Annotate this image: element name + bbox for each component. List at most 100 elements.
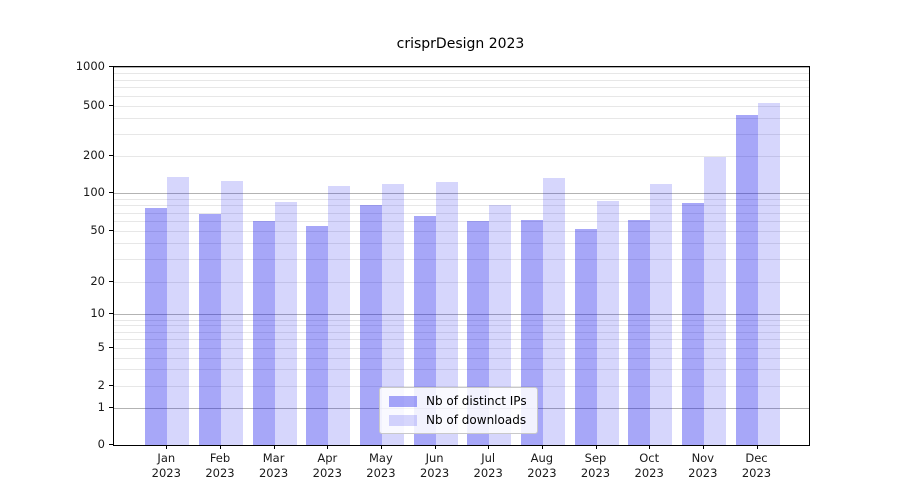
legend-label-distinct-ips: Nb of distinct IPs <box>426 394 527 408</box>
x-tick-mark <box>327 445 329 449</box>
gridline-minor <box>114 118 809 120</box>
y-tick-mark <box>109 385 113 386</box>
gridline-minor <box>114 281 809 283</box>
gridline-minor <box>114 339 809 341</box>
y-tick-label: 50 <box>90 223 105 237</box>
x-tick-label: Jul 2023 <box>473 451 503 480</box>
x-tick-mark <box>434 445 436 449</box>
y-tick-label: 1000 <box>75 59 105 73</box>
x-tick-label: May 2023 <box>366 451 396 480</box>
y-tick-mark <box>109 313 113 315</box>
gridline-minor <box>114 95 809 97</box>
gridline-minor <box>114 319 809 321</box>
plot-area: Nb of distinct IPs Nb of downloads <box>113 66 810 446</box>
gridline-minor <box>114 243 809 245</box>
gridline-minor <box>114 87 809 89</box>
gridline-minor <box>114 231 809 232</box>
gridline-minor <box>114 205 809 207</box>
legend: Nb of distinct IPs Nb of downloads <box>379 387 538 434</box>
gridline-minor <box>114 72 809 74</box>
gridline-minor <box>114 259 809 261</box>
x-tick-mark <box>541 445 543 449</box>
y-tick-label: 2 <box>97 378 105 392</box>
legend-label-downloads: Nb of downloads <box>426 413 527 427</box>
bar-distinct-ips-nov <box>681 203 704 445</box>
gridline-minor <box>114 325 809 327</box>
bar-downloads-jan <box>167 176 190 445</box>
x-tick-label: Feb 2023 <box>205 451 235 480</box>
y-tick-label: 5 <box>97 340 105 355</box>
x-tick-mark <box>488 445 490 449</box>
gridline-minor <box>114 369 809 371</box>
y-tick-mark <box>109 280 113 282</box>
bar-downloads-jun <box>435 181 458 445</box>
x-tick-mark <box>649 445 651 449</box>
bar-downloads-may <box>381 183 404 445</box>
y-tick-mark <box>109 406 113 408</box>
bar-distinct-ips-may <box>359 205 382 445</box>
y-tick-mark <box>109 444 113 445</box>
x-tick-mark <box>595 445 597 449</box>
x-tick-label: Apr 2023 <box>312 451 342 480</box>
gridline-minor <box>114 106 809 107</box>
gridline-minor <box>114 348 809 350</box>
x-tick-mark <box>166 445 168 449</box>
x-tick-label: Dec 2023 <box>741 451 772 480</box>
gridline-minor <box>114 212 809 214</box>
y-tick-label: 200 <box>83 148 105 162</box>
bar-downloads-nov <box>703 156 726 445</box>
x-tick-label: Oct 2023 <box>634 451 664 480</box>
bar-distinct-ips-feb <box>199 214 221 445</box>
gridline-minor <box>114 357 809 359</box>
bar-distinct-ips-mar <box>252 221 275 445</box>
y-tick-label: 10 <box>90 306 105 321</box>
y-tick-label: 20 <box>90 273 105 288</box>
bar-downloads-feb <box>221 180 243 445</box>
legend-swatch-downloads <box>389 414 417 426</box>
y-tick-mark <box>109 192 113 193</box>
bar-downloads-apr <box>328 185 351 445</box>
legend-entry-distinct-ips: Nb of distinct IPs <box>389 394 527 408</box>
gridline-minor <box>114 221 809 222</box>
gridline-minor <box>114 331 809 333</box>
bar-distinct-ips-dec <box>735 114 758 445</box>
x-tick-mark <box>380 445 382 449</box>
y-tick-label: 500 <box>83 98 105 112</box>
y-tick-label: 100 <box>83 185 105 199</box>
x-tick-mark <box>702 445 704 449</box>
y-tick-label: 1 <box>97 399 105 414</box>
y-tick-mark <box>109 347 113 349</box>
gridline-minor <box>114 79 809 81</box>
x-tick-label: Jun 2023 <box>419 451 450 480</box>
x-tick-label: Jan 2023 <box>151 451 181 480</box>
bar-distinct-ips-apr <box>306 225 329 445</box>
bar-downloads-mar <box>274 201 297 445</box>
gridline-major <box>114 193 809 194</box>
gridline-minor <box>114 156 809 157</box>
y-tick-mark <box>109 230 113 231</box>
x-tick-label: Sep 2023 <box>580 451 611 480</box>
x-tick-mark <box>220 445 221 449</box>
chart-title: crisprDesign 2023 <box>396 36 525 52</box>
x-tick-label: Mar 2023 <box>258 451 289 480</box>
x-tick-mark <box>756 445 758 449</box>
y-tick-mark <box>109 105 113 106</box>
legend-entry-downloads: Nb of downloads <box>389 413 527 427</box>
x-tick-label: Aug 2023 <box>527 451 557 480</box>
y-tick-mark <box>109 66 113 67</box>
bar-distinct-ips-jan <box>145 208 168 445</box>
bar-downloads-aug <box>542 178 565 445</box>
bar-downloads-dec <box>757 103 780 445</box>
legend-swatch-distinct-ips <box>389 395 417 407</box>
bar-downloads-jul <box>489 204 512 445</box>
y-tick-mark <box>109 155 113 156</box>
y-tick-label: 0 <box>97 437 105 451</box>
bar-downloads-oct <box>650 184 673 445</box>
gridline-major <box>114 314 809 316</box>
gridline-minor <box>114 198 809 200</box>
bar-distinct-ips-oct <box>628 220 651 445</box>
gridline-major <box>114 67 809 68</box>
bar-distinct-ips-sep <box>574 228 597 445</box>
x-tick-mark <box>273 445 275 449</box>
